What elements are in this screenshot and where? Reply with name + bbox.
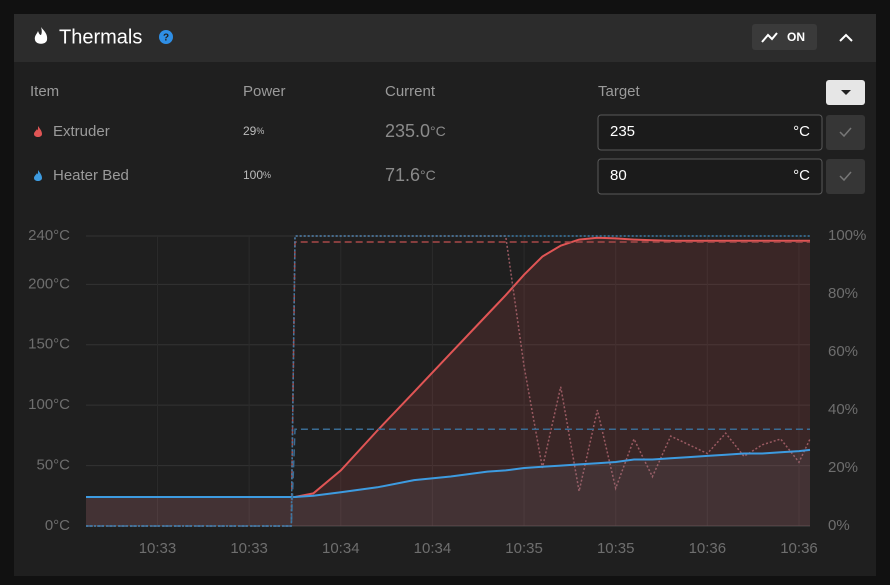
- help-icon[interactable]: [159, 30, 173, 44]
- x-tick-label: 10:34: [414, 540, 452, 557]
- target-value: 235: [610, 123, 635, 140]
- toggle-label: ON: [787, 30, 805, 44]
- target-input[interactable]: [597, 158, 823, 195]
- series-line: [86, 448, 811, 498]
- column-header: Power: [243, 83, 286, 100]
- y2-tick-label: 0%: [828, 517, 850, 534]
- y-tick-label: 0°C: [45, 517, 70, 534]
- check-icon: [839, 127, 852, 138]
- y2-tick-label: 20%: [828, 459, 858, 476]
- series-line: [86, 235, 811, 527]
- series-line: [86, 428, 810, 527]
- y-tick-label: 240°C: [28, 227, 70, 244]
- y-tick-label: 150°C: [28, 336, 70, 353]
- target-unit: °C: [793, 123, 810, 140]
- flame-icon: [34, 126, 42, 137]
- series-line: [86, 235, 810, 527]
- target-value: 80: [610, 167, 627, 184]
- chart-icon: [761, 32, 778, 43]
- apply-button[interactable]: [826, 159, 865, 194]
- y-tick-label: 50°C: [36, 457, 70, 474]
- y2-tick-label: 60%: [828, 343, 858, 360]
- help-glyph: ?: [163, 33, 169, 44]
- y2-tick-label: 40%: [828, 401, 858, 418]
- current-value: 71.6: [385, 165, 420, 185]
- item-name: Extruder: [53, 123, 110, 140]
- power-value: 29: [243, 124, 257, 138]
- apply-button[interactable]: [826, 115, 865, 150]
- panel-title: Thermals: [59, 26, 142, 48]
- flame-icon: [34, 170, 42, 181]
- power-unit: %: [256, 126, 264, 136]
- x-tick-label: 10:33: [230, 540, 268, 557]
- dropdown-arrow: [841, 90, 851, 95]
- y2-tick-label: 80%: [828, 285, 858, 302]
- area: [86, 237, 810, 527]
- column-header: Current: [385, 83, 436, 100]
- power: 100%: [243, 168, 271, 182]
- collapse-button[interactable]: [839, 33, 853, 42]
- check-icon: [839, 171, 852, 182]
- y-tick-label: 200°C: [28, 275, 70, 292]
- current: 71.6°C: [385, 165, 436, 185]
- current: 235.0°C: [385, 121, 446, 141]
- x-tick-label: 10:35: [597, 540, 635, 557]
- x-tick-label: 10:35: [505, 540, 543, 557]
- current-value: 235.0: [385, 121, 430, 141]
- x-tick-label: 10:36: [689, 540, 727, 557]
- item-name: Heater Bed: [53, 167, 129, 184]
- column-header: Item: [30, 83, 59, 100]
- power-value: 100: [243, 168, 263, 182]
- y-tick-label: 100°C: [28, 396, 70, 413]
- current-unit: °C: [420, 167, 436, 183]
- area: [86, 449, 810, 526]
- chart-toggle[interactable]: [752, 24, 817, 50]
- x-tick-label: 10:33: [139, 540, 177, 557]
- y2-tick-label: 100%: [828, 227, 866, 244]
- target-unit: °C: [793, 167, 810, 184]
- card-header: [14, 14, 876, 62]
- x-tick-label: 10:34: [322, 540, 360, 557]
- column-header: Target: [598, 83, 641, 100]
- flame-icon: [34, 27, 48, 44]
- power: 29%: [243, 124, 264, 138]
- current-unit: °C: [430, 123, 446, 139]
- power-unit: %: [263, 170, 271, 180]
- x-tick-label: 10:36: [780, 540, 818, 557]
- chart: 0°C 50°C 100°C 150°C 200°C 240°C 0% 20% 40% 60% 80…: [28, 227, 866, 557]
- target-input[interactable]: [597, 114, 823, 151]
- series-line: [86, 236, 810, 498]
- series-line: [86, 241, 810, 527]
